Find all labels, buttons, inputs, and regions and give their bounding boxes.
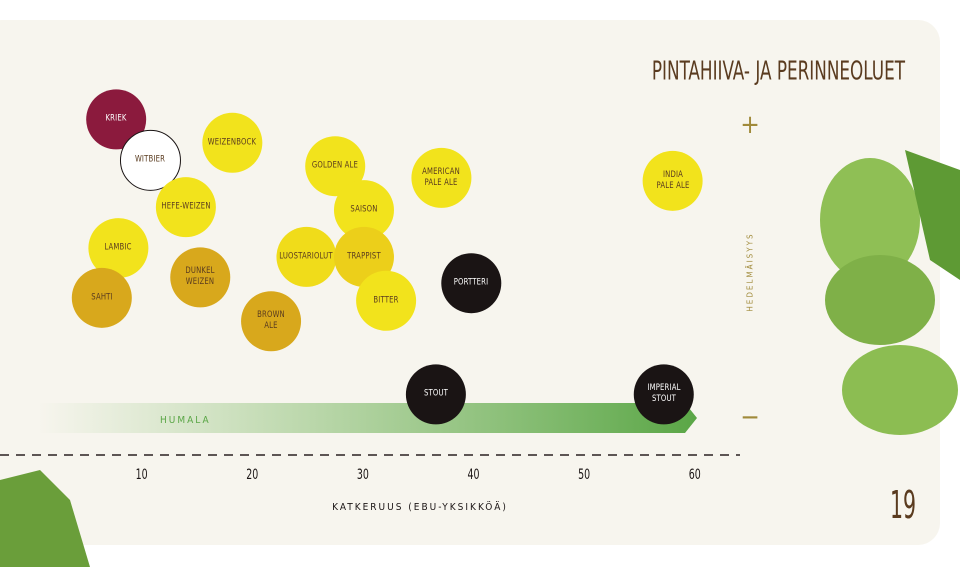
beer-bubble <box>356 270 417 331</box>
beer-bubble <box>86 89 147 150</box>
x-tick-label: 10 <box>136 467 148 483</box>
beer-bubble <box>202 112 263 173</box>
x-axis-label: KATKERUUS (EBU-YKSIKKÖÄ) <box>332 500 508 513</box>
beer-label: TRAPPIST <box>347 251 381 262</box>
x-tick-label: 50 <box>578 467 590 483</box>
beer-label: LUOSTARIOLUT <box>279 251 334 262</box>
y-tick-label: + <box>740 110 760 140</box>
beer-bubble <box>441 253 502 314</box>
beer-bubble <box>155 177 216 238</box>
beer-label: DUNKEL WEIZEN <box>185 266 215 288</box>
beer-label: GOLDEN ALE <box>312 160 359 171</box>
beer-label: WITBIER <box>135 154 166 165</box>
beer-label: INDIA PALE ALE <box>656 169 690 191</box>
beer-bubble <box>411 147 472 208</box>
beer-bubble <box>333 180 394 241</box>
beer-label: SAISON <box>350 204 378 215</box>
beer-label: HEFE-WEIZEN <box>161 201 211 212</box>
beer-label: IMPERIAL STOUT <box>647 383 681 405</box>
x-tick-label: 60 <box>689 467 701 483</box>
beer-bubble <box>276 226 337 287</box>
beer-bubble <box>405 364 466 425</box>
hops-decoration <box>0 150 960 567</box>
beer-label: STOUT <box>423 388 448 399</box>
band-label: HUMALA <box>160 415 211 426</box>
beer-bubble <box>170 247 231 308</box>
x-tick-label: 30 <box>357 467 369 483</box>
page-number: 19 <box>890 484 916 528</box>
hop-band <box>38 403 697 433</box>
beer-label: AMERICAN PALE ALE <box>422 166 461 188</box>
beer-bubble <box>241 291 302 352</box>
beer-label: BITTER <box>373 295 399 306</box>
beer-bubble <box>88 218 149 279</box>
x-tick-label: 20 <box>246 467 258 483</box>
beer-bubble <box>119 129 181 191</box>
beer-label: KRIEK <box>105 113 127 124</box>
x-tick-label: 40 <box>467 467 479 483</box>
chart-title: PINTAHIIVA- JA PERINNEOLUET <box>652 57 906 87</box>
y-tick-label: − <box>740 402 760 432</box>
beer-label: WEIZENBOCK <box>208 137 257 148</box>
beer-bubble <box>642 150 703 211</box>
beer-label: SAHTI <box>91 292 113 303</box>
beer-bubble <box>633 364 694 425</box>
y-axis-label: HEDELMÄISYYS <box>745 232 755 311</box>
beer-label: BROWN ALE <box>257 310 285 332</box>
beer-label: LAMBIC <box>104 242 133 253</box>
beer-label: PORTTERI <box>453 277 489 288</box>
beer-bubble <box>305 136 366 197</box>
beer-bubble <box>71 267 132 328</box>
